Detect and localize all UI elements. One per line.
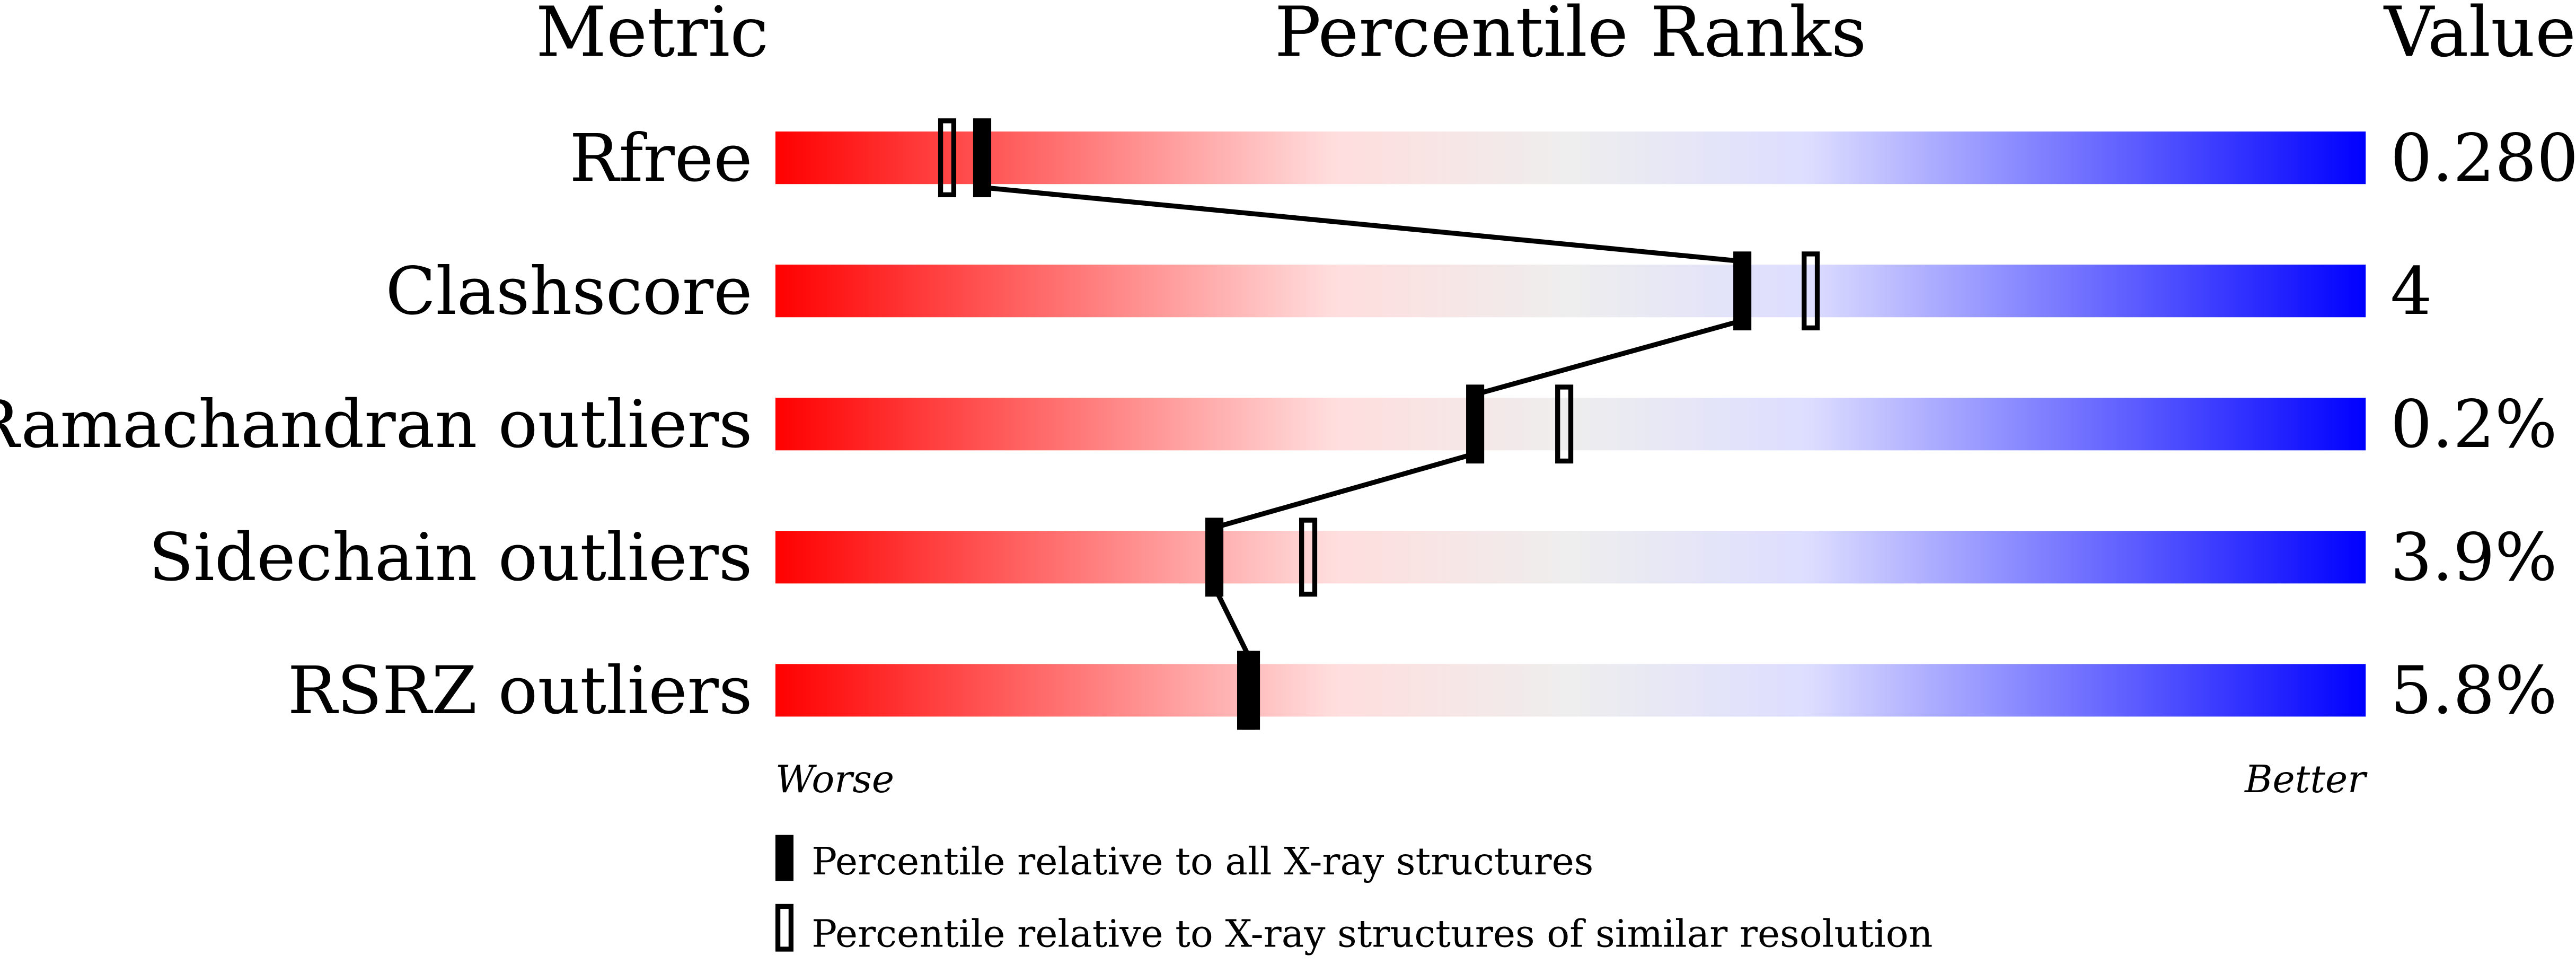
metric-label: Ramachandran outliers	[0, 387, 753, 463]
connector-line	[1212, 585, 1254, 662]
marker-all	[973, 118, 992, 197]
metric-label: Clashscore	[385, 253, 752, 330]
connector-line	[1474, 318, 1743, 397]
header-metric: Metric	[536, 0, 769, 72]
legend-open-marker	[775, 904, 794, 952]
better-label: Better	[2244, 757, 2368, 801]
legend-solid-marker	[775, 835, 794, 881]
percentile-bar	[775, 132, 2366, 185]
marker-all	[1205, 518, 1224, 597]
metric-value: 4	[2390, 253, 2432, 330]
marker-similar	[938, 118, 957, 197]
metric-label: RSRZ outliers	[288, 653, 753, 729]
header-percentile-ranks: Percentile Ranks	[1275, 0, 1867, 72]
percentile-bar	[775, 664, 2366, 717]
connector-line	[1213, 451, 1476, 530]
marker-all	[1733, 251, 1752, 331]
marker-similar	[1237, 651, 1256, 730]
metric-value: 0.280	[2390, 120, 2576, 197]
metric-label: Sidechain outliers	[148, 520, 752, 596]
metric-value: 0.2%	[2390, 387, 2557, 463]
metric-label: Rfree	[569, 120, 752, 197]
marker-similar	[1555, 384, 1574, 464]
marker-all	[1466, 384, 1485, 464]
percentile-bar	[775, 265, 2366, 318]
percentile-bar	[775, 531, 2366, 584]
marker-similar	[1299, 518, 1318, 597]
marker-similar	[1802, 251, 1820, 331]
metric-value: 5.8%	[2390, 653, 2557, 729]
metric-value: 3.9%	[2390, 520, 2557, 596]
header-value: Value	[2383, 0, 2576, 72]
legend-all: Percentile relative to all X-ray structu…	[811, 839, 1593, 883]
legend-similar: Percentile relative to X-ray structures …	[811, 911, 1933, 956]
connector-line	[982, 185, 1743, 264]
worse-label: Worse	[775, 757, 894, 801]
